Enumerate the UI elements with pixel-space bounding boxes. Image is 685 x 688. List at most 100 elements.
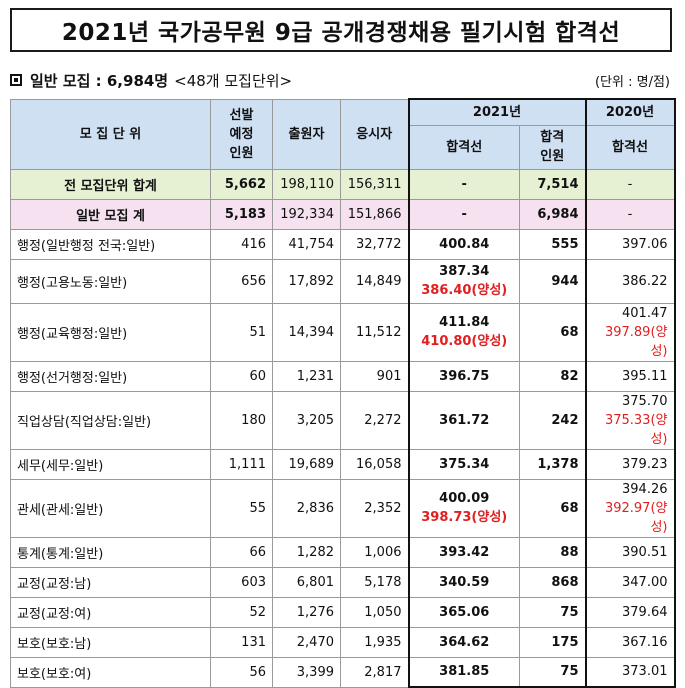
header-unit: 모 집 단 위 <box>10 98 211 170</box>
applicants-value: 198,110 <box>272 168 341 200</box>
applicants-value: 17,892 <box>272 258 341 304</box>
examinees-value: 156,311 <box>340 168 409 200</box>
row-name: 일반 모집 계 <box>10 198 211 230</box>
table-row: 통계(통계:일반) 66 1,282 1,006 393.42 88 390.51 <box>10 536 676 568</box>
examinees-value: 2,272 <box>340 390 409 450</box>
cutoff-2020-value: 379.64 <box>622 604 668 620</box>
planned-value: 5,183 <box>210 198 273 230</box>
examinees-value: 901 <box>340 360 409 392</box>
passers-value: 868 <box>519 566 587 598</box>
row-name: 행정(일반행정 전국:일반) <box>10 228 211 260</box>
planned-value: 656 <box>210 258 273 304</box>
applicants-value: 41,754 <box>272 228 341 260</box>
planned-value: 131 <box>210 626 273 658</box>
planned-value: 60 <box>210 360 273 392</box>
passers-value: 75 <box>519 656 587 688</box>
cutoff-2021-cell: 361.72 <box>407 390 520 450</box>
applicants-value: 2,470 <box>272 626 341 658</box>
examinees-value: 11,512 <box>340 302 409 362</box>
cutoff-2020-value: 375.70 <box>622 393 668 409</box>
applicants-value: 1,276 <box>272 596 341 628</box>
planned-value: 51 <box>210 302 273 362</box>
applicants-value: 192,334 <box>272 198 341 230</box>
row-name: 보호(보호:여) <box>10 656 211 688</box>
table-row: 보호(보호:남) 131 2,470 1,935 364.62 175 367.16 <box>10 626 676 658</box>
cutoff-2021-value: 364.62 <box>439 634 490 650</box>
passers-value: 242 <box>519 390 587 450</box>
applicants-value: 2,836 <box>272 478 341 538</box>
row-name: 세무(세무:일반) <box>10 448 211 480</box>
cutoff-2020-cell: 394.26 392.97(양성) <box>585 478 676 538</box>
examinees-value: 32,772 <box>340 228 409 260</box>
examinees-value: 1,006 <box>340 536 409 568</box>
cutoff-2020-cell: 367.16 <box>585 626 676 658</box>
passers-value: 68 <box>519 478 587 538</box>
table-row: 직업상담(직업상담:일반) 180 3,205 2,272 361.72 242 375.7… <box>10 390 676 450</box>
cutoff-2020-value: 373.01 <box>622 664 668 680</box>
examinees-value: 5,178 <box>340 566 409 598</box>
planned-value: 5,662 <box>210 168 273 200</box>
header-passers: 합격 인원 <box>519 124 587 170</box>
cutoff-2021-value: 411.84 <box>439 315 490 330</box>
applicants-value: 19,689 <box>272 448 341 480</box>
planned-value: 603 <box>210 566 273 598</box>
cutoff-2020-cell: 386.22 <box>585 258 676 304</box>
cutoff-2020-value: 379.23 <box>622 456 668 472</box>
planned-value: 55 <box>210 478 273 538</box>
examinees-value: 1,050 <box>340 596 409 628</box>
recruitment-label: 일반 모집 : 6,984명 <box>30 71 169 90</box>
cutoff-2021-value: 387.34 <box>439 264 490 279</box>
cutoff-2020-value: 386.22 <box>622 273 668 289</box>
planned-value: 66 <box>210 536 273 568</box>
header-examinees: 응시자 <box>340 98 409 170</box>
header-applicants: 출원자 <box>272 98 341 170</box>
header-cutoff-2020: 합격선 <box>585 124 676 170</box>
header-year-2020: 2020년 <box>585 98 676 126</box>
row-name: 행정(교육행정:일반) <box>10 302 211 362</box>
applicants-value: 6,801 <box>272 566 341 598</box>
cutoff-2020-cell: 373.01 <box>585 656 676 688</box>
applicants-value: 3,399 <box>272 656 341 688</box>
cutoff-2021-value: 393.42 <box>439 544 490 560</box>
table-row: 행정(고용노동:일반) 656 17,892 14,849 387.34 386.40(양… <box>10 258 676 304</box>
cutoff-2021-gender-value: 386.40(양성) <box>421 283 508 298</box>
passers-value: 7,514 <box>519 168 587 200</box>
cutoff-2020-gender-value: 392.97(양성) <box>604 500 668 535</box>
applicants-value: 14,394 <box>272 302 341 362</box>
planned-value: 56 <box>210 656 273 688</box>
cutoff-2021-cell: 375.34 <box>407 448 520 480</box>
table-row: 행정(선거행정:일반) 60 1,231 901 396.75 82 395.11 <box>10 360 676 392</box>
cutoff-2020-value: 397.06 <box>622 236 668 252</box>
row-name: 행정(선거행정:일반) <box>10 360 211 392</box>
cutoff-2021-value: 400.09 <box>439 491 490 506</box>
square-bullet-icon <box>10 74 22 86</box>
cutoff-2021-value: 396.75 <box>439 368 490 384</box>
passers-value: 555 <box>519 228 587 260</box>
cutoff-2020-cell: 395.11 <box>585 360 676 392</box>
cutoff-2021-value: - <box>407 168 520 200</box>
table-row: 교정(교정:여) 52 1,276 1,050 365.06 75 379.64 <box>10 596 676 628</box>
unit-note: (단위 : 명/점) <box>594 74 670 90</box>
passers-value: 88 <box>519 536 587 568</box>
examinees-value: 1,935 <box>340 626 409 658</box>
header-passers-line: 합격 <box>540 130 565 145</box>
passers-value: 82 <box>519 360 587 392</box>
table-row: 보호(보호:여) 56 3,399 2,817 381.85 75 373.01 <box>10 656 676 688</box>
header-planned-line: 예정 <box>229 126 254 142</box>
cutoff-2020-value: 367.16 <box>622 634 668 650</box>
cutoff-2021-cell: 400.09 398.73(양성) <box>407 478 520 538</box>
cutoff-2020-cell: 347.00 <box>585 566 676 598</box>
cutoff-2021-cell: 364.62 <box>407 626 520 658</box>
cutoff-2021-gender-value: 410.80(양성) <box>421 334 508 349</box>
planned-value: 416 <box>210 228 273 260</box>
passers-value: 68 <box>519 302 587 362</box>
examinees-value: 2,352 <box>340 478 409 538</box>
cutoff-2020-cell: 379.64 <box>585 596 676 628</box>
cutoff-2021-value: 340.59 <box>439 574 490 590</box>
cutoff-2020-gender-value: 397.89(양성) <box>604 324 668 359</box>
header-planned-line: 선발 <box>229 107 254 123</box>
cutoff-2021-cell: 396.75 <box>407 360 520 392</box>
examinees-value: 14,849 <box>340 258 409 304</box>
header-cutoff-2021: 합격선 <box>407 124 520 170</box>
cutoff-2021-cell: 381.85 <box>407 656 520 688</box>
